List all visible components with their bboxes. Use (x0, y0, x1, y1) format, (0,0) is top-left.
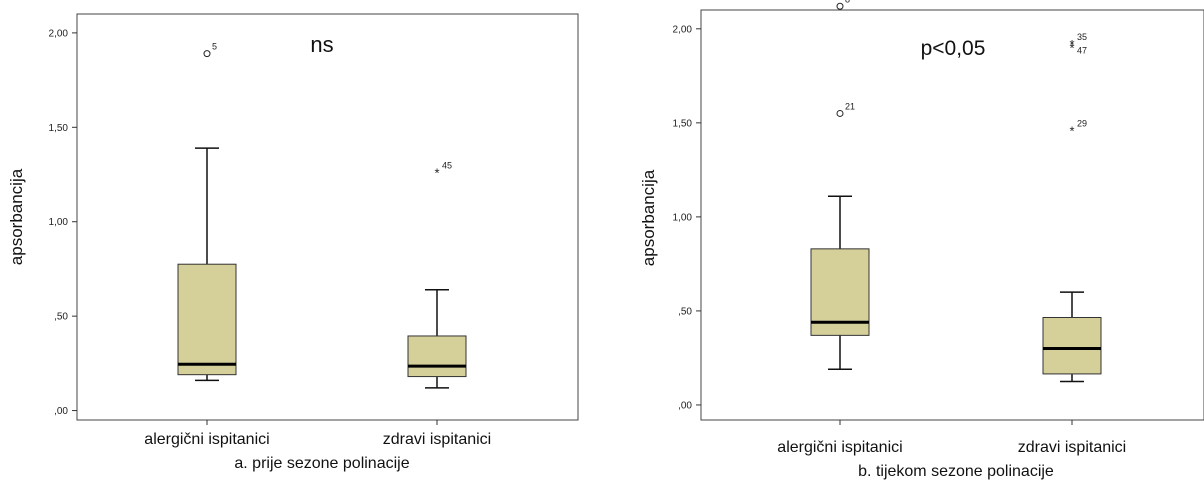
chart-panel-a: ,00 ,50 1,00 1,50 2,00 apsorbancija ns 5 alergič… (7, 13, 579, 472)
outlier-star: * (434, 166, 439, 181)
y-tick-label: 1,00 (673, 212, 693, 223)
outlier-star: * (1069, 37, 1074, 52)
y-tick-label: 2,00 (49, 28, 69, 39)
outlier-circle (836, 2, 844, 10)
y-tick-label: 1,00 (49, 217, 69, 228)
category-label: alergični ispitanici (777, 439, 902, 456)
significance-annotation: p<0,05 (921, 37, 986, 60)
box-zdravi: * 45 zdravi ispitanici (383, 161, 491, 448)
panel-caption: a. prije sezone polinacije (234, 455, 409, 472)
y-tick-label: ,00 (54, 406, 68, 417)
iqr-box (177, 263, 237, 376)
outlier-circle (836, 109, 844, 117)
iqr-box (1042, 317, 1102, 375)
y-tick-label: ,50 (678, 306, 692, 317)
plot-frame (76, 13, 579, 421)
significance-annotation: ns (310, 32, 333, 57)
y-axis-title: apsorbancija (639, 169, 658, 266)
y-axis-title: apsorbancija (7, 168, 26, 265)
outlier-star: * (1069, 123, 1074, 138)
panel-caption: b. tijekom sezone polinacije (858, 463, 1054, 480)
outlier-label: 29 (1077, 118, 1087, 128)
outlier-label: 21 (845, 101, 855, 111)
plot-frame (700, 9, 1204, 421)
outlier-label: 45 (442, 161, 452, 171)
y-tick-label: 1,50 (49, 123, 69, 134)
category-label: zdravi ispitanici (1018, 439, 1126, 456)
outlier-label: 47 (1077, 46, 1087, 56)
category-label: alergični ispitanici (144, 431, 269, 448)
y-tick-label: ,00 (678, 400, 692, 411)
box-alergicni: 8 21 alergični ispitanici (777, 0, 902, 456)
y-tick-label: ,50 (54, 312, 68, 323)
outlier-label: 5 (212, 42, 217, 52)
outlier-label: 35 (1077, 32, 1087, 42)
outlier-circle (203, 50, 211, 58)
y-tick-label: 1,50 (673, 118, 693, 129)
y-tick-label: 2,00 (673, 24, 693, 35)
outlier-label: 8 (845, 0, 850, 4)
category-label: zdravi ispitanici (383, 431, 491, 448)
iqr-box (407, 335, 467, 378)
chart-panel-b: ,00 ,50 1,00 1,50 2,00 apsorbancija p<0,05 8 21 a… (639, 0, 1204, 480)
outlier-star: * (1069, 41, 1074, 56)
box-alergicni: 5 alergični ispitanici (144, 42, 269, 448)
